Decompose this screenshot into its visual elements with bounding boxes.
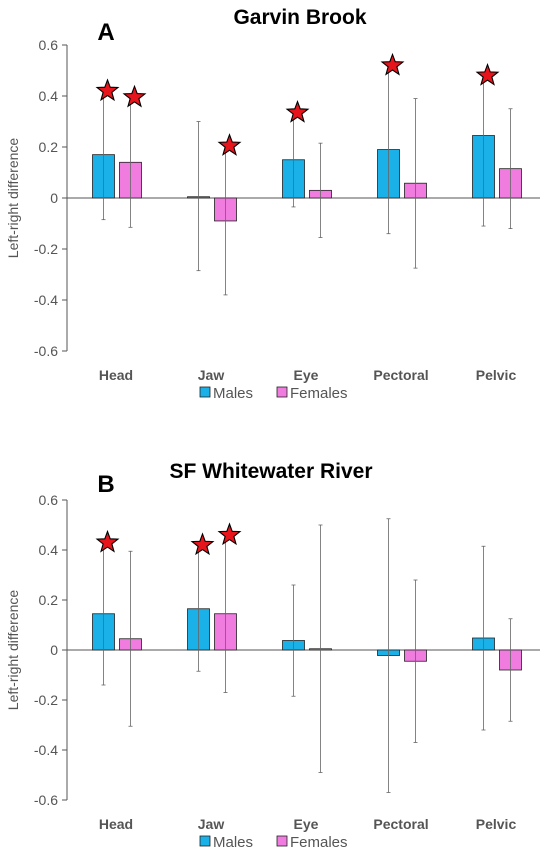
y-tick-label: -0.6 [34, 343, 58, 359]
legend-swatch-females [276, 835, 288, 847]
y-axis-title: Left-right difference [5, 590, 21, 711]
legend-swatch-females [276, 386, 288, 398]
legend-label-males: Males [213, 385, 253, 402]
y-tick-label: 0.2 [39, 139, 59, 155]
panel-b: SF Whitewater River B -0.6 -0.4 -0.2 0 0.2 0.4 0… [5, 460, 540, 851]
panel-letter: B [97, 471, 114, 498]
category-label: Pectoral [373, 367, 428, 383]
category-label: Jaw [198, 367, 225, 383]
significance-star-icon [475, 63, 500, 86]
y-tick-label: 0.4 [39, 542, 59, 558]
legend-swatch-males [199, 835, 211, 847]
panel-a: Garvin Brook A -0.6 -0.4 -0.2 0 0.2 0.4 0.6 Left-… [5, 6, 540, 402]
chart-title: SF Whitewater River [169, 460, 372, 483]
legend: Males Females [199, 834, 348, 851]
significance-star-icon [217, 133, 242, 156]
legend-label-males: Males [213, 834, 253, 851]
y-axis-title: Left-right difference [5, 138, 21, 259]
y-tick-label: 0 [50, 190, 58, 206]
y-tick-label: 0.4 [39, 88, 59, 104]
category-label: Eye [294, 816, 319, 832]
y-tick-label: 0.2 [39, 592, 59, 608]
legend-swatch-males [199, 386, 211, 398]
category-label: Head [99, 367, 133, 383]
panel-letter: A [97, 19, 114, 46]
significance-star-icon [217, 522, 242, 546]
y-tick-label: -0.4 [34, 742, 58, 758]
significance-star-icon [380, 52, 405, 76]
legend-label-females: Females [290, 834, 348, 851]
significance-star-icon [190, 532, 215, 556]
y-tick-label: -0.2 [34, 692, 58, 708]
category-label: Eye [294, 367, 319, 383]
legend: Males Females [199, 385, 348, 402]
significance-star-icon [95, 529, 120, 553]
category-label: Pelvic [476, 367, 517, 383]
y-tick-label: 0.6 [39, 37, 59, 53]
category-label: Pelvic [476, 816, 517, 832]
category-label: Jaw [198, 816, 225, 832]
y-tick-label: -0.6 [34, 792, 58, 808]
category-label: Pectoral [373, 816, 428, 832]
category-label: Head [99, 816, 133, 832]
y-tick-label: -0.4 [34, 292, 58, 308]
chart-title: Garvin Brook [233, 6, 366, 29]
legend-label-females: Females [290, 385, 348, 402]
significance-star-icon [95, 78, 120, 102]
y-tick-label: 0 [50, 642, 58, 658]
y-tick-label: -0.2 [34, 241, 58, 257]
significance-star-icon [122, 84, 147, 108]
y-tick-label: 0.6 [39, 492, 59, 508]
significance-star-icon [285, 99, 310, 123]
